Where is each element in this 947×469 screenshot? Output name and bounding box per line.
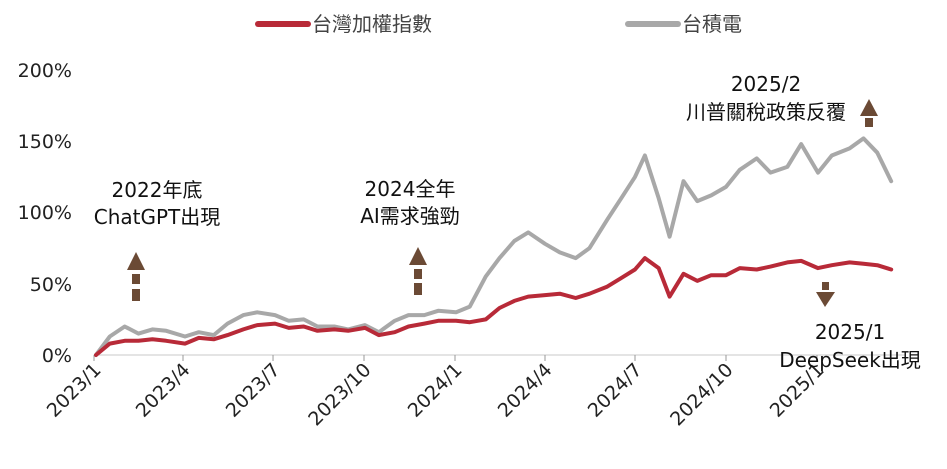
y-tick-label: 100% bbox=[18, 202, 72, 224]
x-tick-label: 2023/4 bbox=[132, 359, 195, 422]
arrow-up-icon bbox=[409, 247, 427, 265]
x-tick-label: 2023/10 bbox=[304, 359, 375, 430]
y-tick-label: 50% bbox=[30, 274, 72, 296]
arrow-dash bbox=[822, 282, 829, 290]
annotation-tariff-line1: 2025/2 bbox=[731, 72, 801, 96]
annotations: 2022年底 ChatGPT出現 2024全年 AI需求強勁 2025/2 川普… bbox=[94, 72, 921, 372]
y-axis: 0% 50% 100% 150% 200% bbox=[18, 60, 72, 367]
x-tick-label: 2024/10 bbox=[666, 359, 737, 430]
arrow-dash bbox=[414, 283, 422, 295]
annotation-ai-demand: 2024全年 AI需求強勁 bbox=[360, 177, 460, 295]
x-tick-label: 2024/7 bbox=[584, 359, 647, 422]
x-tick-label: 2023/7 bbox=[222, 359, 285, 422]
arrow-dash bbox=[414, 269, 422, 279]
x-tick-label: 2023/1 bbox=[43, 359, 106, 422]
x-tick-label: 2024/1 bbox=[404, 359, 467, 422]
legend-label-tsmc: 台積電 bbox=[682, 12, 742, 36]
annotation-tariff: 2025/2 川普關稅政策反覆 bbox=[686, 72, 878, 127]
series-line-tsmc bbox=[94, 136, 894, 357]
y-tick-label: 0% bbox=[42, 345, 72, 367]
annotation-chatgpt: 2022年底 ChatGPT出現 bbox=[94, 178, 221, 301]
arrow-dash bbox=[132, 289, 140, 301]
annotation-ai-line2: AI需求強勁 bbox=[360, 204, 460, 228]
arrow-up-icon bbox=[127, 252, 145, 270]
arrow-dash bbox=[865, 118, 873, 127]
annotation-deepseek-line2: DeepSeek出現 bbox=[779, 348, 921, 372]
y-tick-label: 200% bbox=[18, 60, 72, 82]
series-group bbox=[94, 136, 894, 357]
y-tick-label: 150% bbox=[18, 131, 72, 153]
arrow-up-icon bbox=[860, 99, 878, 116]
annotation-deepseek-line1: 2025/1 bbox=[815, 320, 885, 344]
series-line-taiex bbox=[94, 256, 894, 357]
annotation-deepseek: 2025/1 DeepSeek出現 bbox=[779, 282, 921, 372]
arrow-dash bbox=[132, 274, 140, 284]
x-axis: 2023/1 2023/4 2023/7 2023/10 2024/1 2024/4 202… bbox=[43, 355, 829, 430]
x-tick-label: 2024/4 bbox=[494, 359, 557, 422]
annotation-chatgpt-line2: ChatGPT出現 bbox=[94, 205, 221, 229]
arrow-down-icon bbox=[816, 292, 835, 307]
legend-label-taiex: 台灣加權指數 bbox=[312, 12, 432, 36]
annotation-ai-line1: 2024全年 bbox=[365, 177, 456, 201]
annotation-chatgpt-line1: 2022年底 bbox=[112, 178, 203, 202]
legend: 台灣加權指數 台積電 bbox=[255, 12, 742, 36]
annotation-tariff-line2: 川普關稅政策反覆 bbox=[686, 100, 846, 124]
